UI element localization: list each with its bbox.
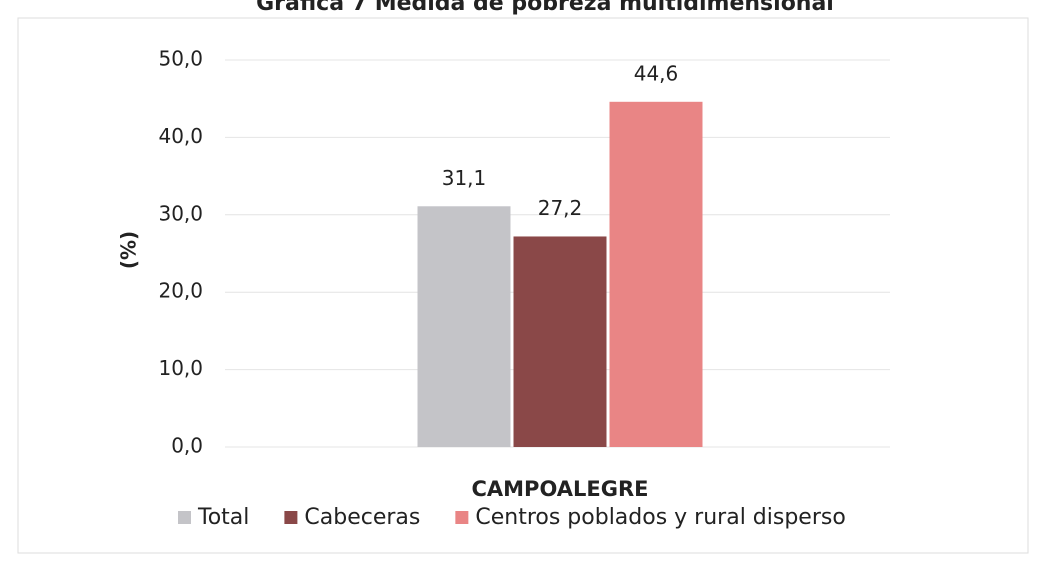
value-label: 44,6 xyxy=(634,61,679,85)
legend-swatch xyxy=(178,511,191,524)
bar xyxy=(513,236,607,447)
legend-label: Centros poblados y rural disperso xyxy=(475,505,845,530)
legend-swatch xyxy=(455,511,469,524)
value-label: 31,1 xyxy=(442,166,487,190)
y-tick-label: 10,0 xyxy=(158,356,203,380)
legend-label: Total xyxy=(197,505,249,530)
y-tick-label: 50,0 xyxy=(158,47,203,71)
bar xyxy=(417,206,511,447)
y-tick-label: 20,0 xyxy=(158,279,203,303)
value-label: 27,2 xyxy=(538,196,583,220)
x-tick-label: CAMPOALEGRE xyxy=(472,477,649,501)
chart-frame xyxy=(17,17,1029,554)
y-tick-label: 40,0 xyxy=(158,124,203,148)
y-tick-label: 0,0 xyxy=(171,434,203,458)
legend-swatch xyxy=(284,511,298,524)
y-axis-label: (%) xyxy=(117,231,141,269)
bar xyxy=(609,101,703,448)
chart-title: Gráfica 7 Medida de pobreza multidimensi… xyxy=(256,0,834,16)
legend-label: Cabeceras xyxy=(304,505,420,530)
y-tick-label: 30,0 xyxy=(158,201,203,225)
